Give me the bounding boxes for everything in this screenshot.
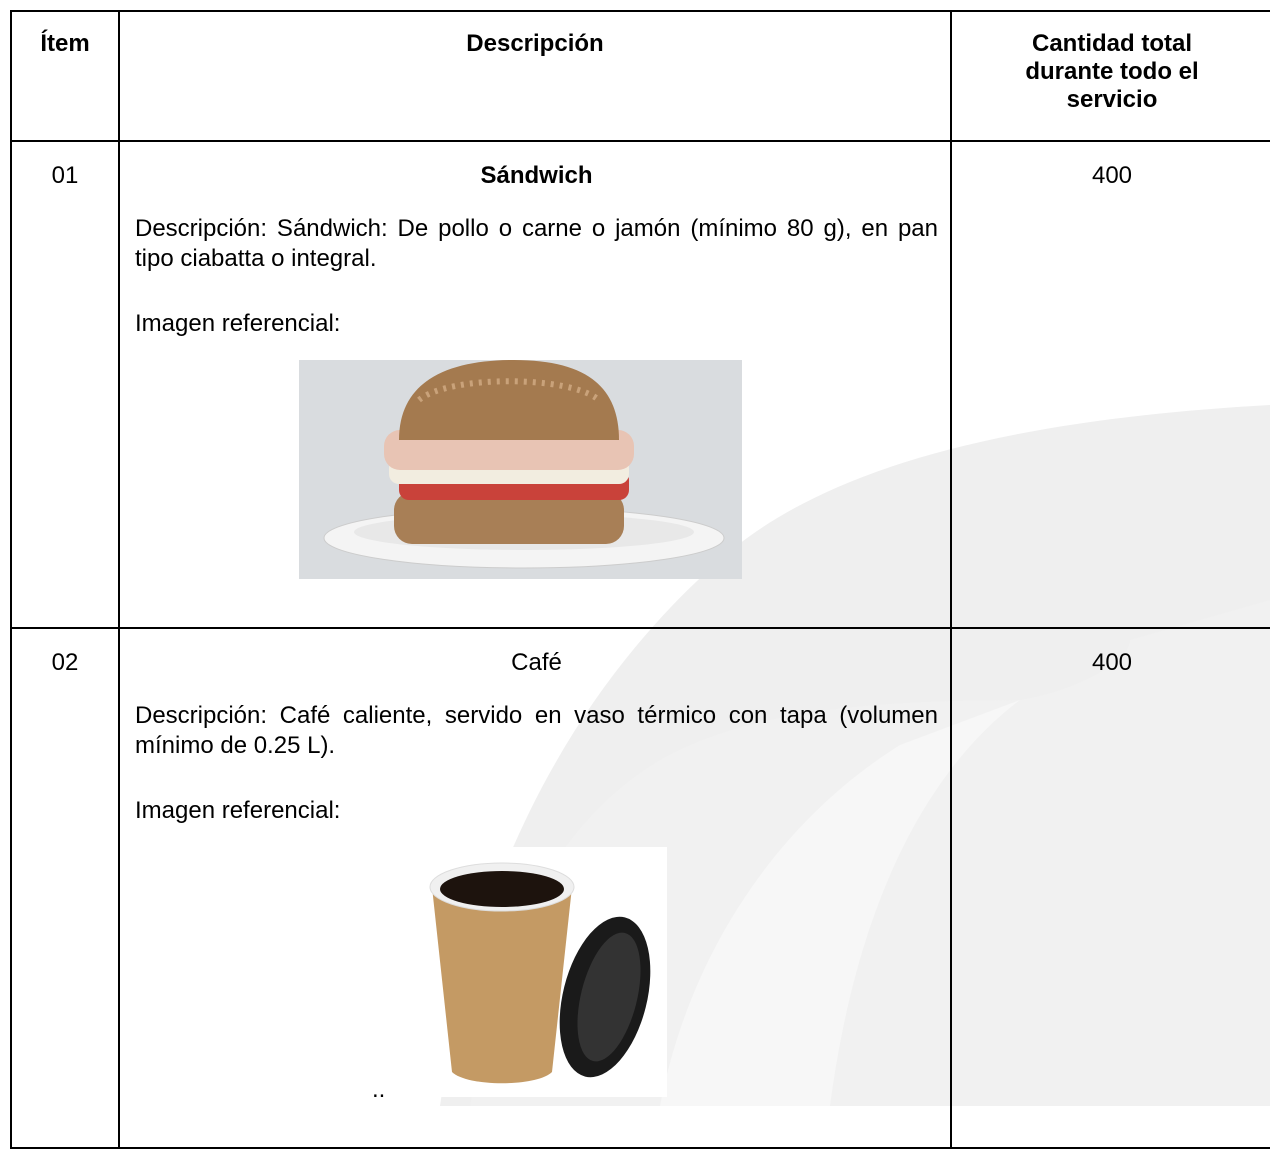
header-cell: Descripción [118,10,952,142]
description-text: Descripción: Sándwich: De pollo o carne … [135,215,938,272]
row: 01 Sándwich Descripción: Sándwich: De po… [10,140,1270,629]
row: 02 Café Descripción: Café caliente, serv… [10,627,1270,1149]
description-text: Descripción: Café caliente, servido en v… [135,702,938,759]
image-caption: Imagen referencial: [135,797,341,824]
description-cell: Sándwich Descripción: Sándwich: De pollo… [118,140,952,629]
product-name: Café [511,649,562,676]
header-cell: Cantidad total durante todo el servicio [950,10,1270,142]
description-cell: Café Descripción: Café caliente, servido… [118,627,952,1149]
item-cell: 02 [10,627,120,1149]
items-table: Ítem Descripción Cantidad total durante … [10,10,1270,1149]
product-name: Sándwich [480,162,593,189]
header-text: Cantidad total durante todo el servicio [1025,30,1199,113]
trailing-text: .. [372,1076,386,1103]
header-row: Ítem Descripción Cantidad total durante … [10,10,1270,142]
item-cell: 01 [10,140,120,629]
quantity-cell: 400 [950,140,1270,629]
sandwich-image [299,360,742,579]
page: {"table": { "header": ["Ítem", "Descripc… [10,10,1270,1149]
coffee-image [427,847,667,1097]
header-cell: Ítem [10,10,120,142]
image-caption: Imagen referencial: [135,310,341,337]
quantity-cell: 400 [950,627,1270,1149]
